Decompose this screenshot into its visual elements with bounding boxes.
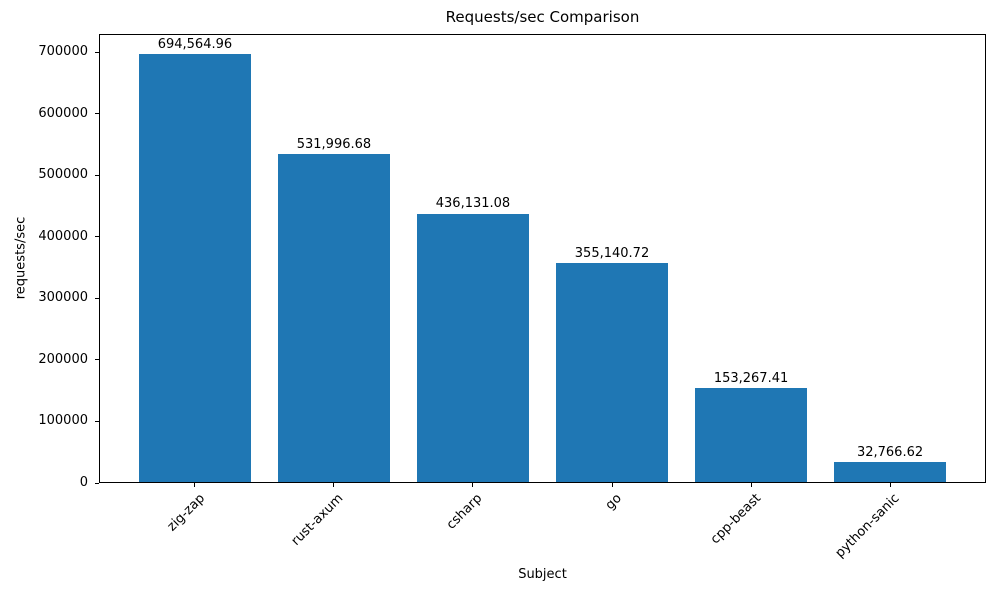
x-tick-mark xyxy=(194,483,196,487)
x-tick-mark xyxy=(333,483,335,487)
x-tick-label: rust-axum xyxy=(288,491,347,549)
x-tick-label: zig-zap xyxy=(164,491,208,535)
y-tick-mark xyxy=(95,482,99,484)
x-tick-label: csharp xyxy=(444,491,486,533)
x-tick-mark xyxy=(750,483,752,487)
x-tick-mark xyxy=(889,483,891,487)
y-tick-mark xyxy=(95,113,99,115)
x-tick-mark xyxy=(472,483,474,487)
y-tick-label: 200000 xyxy=(38,351,88,367)
bar-go xyxy=(556,263,668,482)
y-tick-label: 500000 xyxy=(38,167,88,183)
plot-area xyxy=(99,34,986,483)
x-tick-mark xyxy=(611,483,613,487)
y-tick-label: 600000 xyxy=(38,105,88,121)
bar-python-sanic xyxy=(834,461,946,482)
bar-value-label: 436,131.08 xyxy=(435,196,511,212)
bar-zig-zap xyxy=(139,54,251,482)
chart-title: Requests/sec Comparison xyxy=(445,8,640,26)
bar-rust-axum xyxy=(278,154,390,482)
y-tick-label: 100000 xyxy=(38,413,88,429)
bar-value-label: 32,766.62 xyxy=(856,444,924,460)
y-tick-mark xyxy=(95,174,99,176)
y-tick-mark xyxy=(95,297,99,299)
bar-cpp-beast xyxy=(695,387,807,482)
y-tick-mark xyxy=(95,236,99,238)
y-tick-mark xyxy=(95,51,99,53)
bar-value-label: 153,267.41 xyxy=(713,370,789,386)
bar-value-label: 694,564.96 xyxy=(157,37,233,53)
y-tick-mark xyxy=(95,359,99,361)
y-tick-label: 0 xyxy=(79,475,88,490)
bar-csharp xyxy=(417,213,529,482)
x-tick-label: python-sanic xyxy=(832,491,903,561)
bar-value-label: 531,996.68 xyxy=(296,137,372,153)
y-tick-label: 400000 xyxy=(38,228,88,244)
y-tick-label: 700000 xyxy=(38,44,88,60)
y-tick-label: 300000 xyxy=(38,290,88,306)
x-tick-label: go xyxy=(602,491,625,514)
x-tick-label: cpp-beast xyxy=(707,491,764,548)
bar-value-label: 355,140.72 xyxy=(574,246,650,262)
x-axis-label: Subject xyxy=(518,567,567,582)
y-tick-mark xyxy=(95,420,99,422)
